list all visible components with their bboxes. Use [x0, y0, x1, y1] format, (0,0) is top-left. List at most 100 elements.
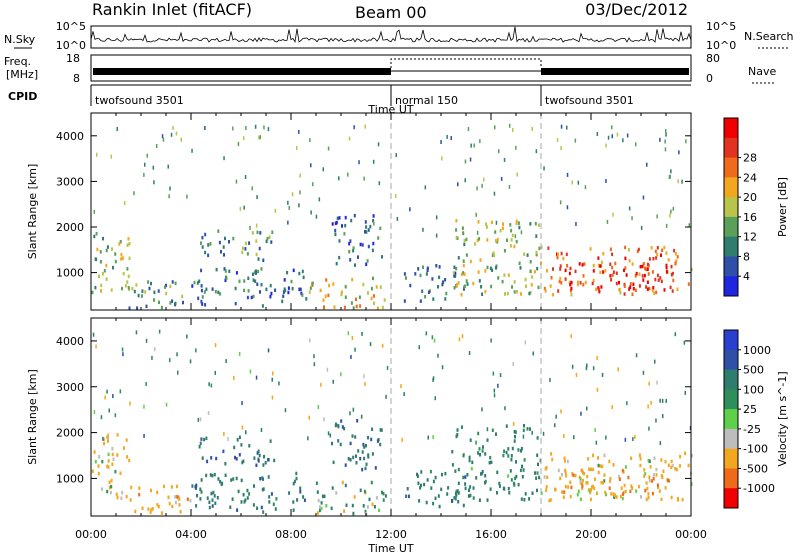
rti-cell — [528, 497, 531, 501]
rti-cell — [624, 266, 627, 270]
rti-cell — [313, 362, 316, 367]
rti-cell — [199, 487, 202, 491]
rti-cell — [597, 456, 599, 460]
rti-cell — [201, 456, 204, 460]
rti-cell — [396, 216, 399, 221]
rti-cell — [223, 156, 225, 161]
rti-cell — [603, 479, 606, 483]
rti-cell — [129, 498, 132, 502]
rti-cell — [601, 464, 604, 469]
rti-cell — [252, 278, 255, 282]
rti-cell — [545, 488, 548, 493]
rti-cell — [234, 455, 236, 460]
rti-cell — [171, 504, 174, 509]
rti-cell — [301, 269, 304, 274]
rti-cell — [477, 431, 480, 436]
rti-cell — [614, 493, 616, 497]
rti-cell — [612, 212, 614, 217]
rti-cell — [364, 466, 367, 471]
rti-cell — [560, 124, 563, 129]
rti-cell — [513, 244, 516, 249]
rti-cell — [249, 225, 251, 230]
rti-cell — [211, 287, 214, 291]
rti-cell — [463, 272, 466, 276]
rti-cell — [199, 497, 202, 501]
rti-cell — [489, 487, 492, 491]
rti-cell — [520, 230, 523, 235]
rti-cell — [509, 223, 512, 227]
colorbar-tick-label: -500 — [743, 462, 768, 475]
rti-cell — [554, 423, 556, 428]
rti-cell — [330, 506, 333, 511]
rti-cell — [112, 265, 114, 270]
rti-cell — [205, 473, 208, 478]
rti-cell — [518, 225, 521, 230]
y-tick-label: 1000 — [56, 267, 84, 280]
rti-cell — [491, 428, 494, 432]
rti-cell — [232, 236, 235, 241]
rti-cell — [150, 508, 153, 512]
rti-cell — [521, 464, 523, 469]
rti-cell — [299, 486, 302, 490]
rti-cell — [474, 242, 477, 246]
rti-cell — [645, 285, 648, 289]
rti-cell — [358, 160, 360, 165]
rti-cell — [403, 392, 405, 397]
rti-cell — [269, 439, 272, 443]
rti-cell — [630, 456, 633, 460]
rti-cell — [102, 236, 104, 241]
rti-cell — [656, 273, 659, 278]
rti-cell — [481, 469, 484, 474]
rti-cell — [649, 465, 652, 469]
rti-cell — [670, 465, 673, 470]
rti-cell — [112, 394, 114, 399]
rti-cell — [579, 480, 582, 484]
rti-cell — [355, 454, 357, 458]
rti-cell — [579, 281, 582, 285]
rti-cell — [623, 483, 626, 488]
rti-cell — [514, 430, 517, 434]
rti-cell — [560, 146, 562, 151]
rti-cell — [452, 271, 455, 275]
rti-cell — [175, 131, 178, 136]
rti-cell — [332, 379, 334, 384]
rti-cell — [189, 499, 192, 503]
rti-cell — [216, 496, 219, 500]
rti-cell — [570, 293, 573, 297]
rti-cell — [561, 490, 564, 494]
rti-cell — [486, 238, 489, 242]
rti-cell — [364, 509, 367, 514]
rti-cell — [559, 264, 562, 268]
rti-cell — [93, 209, 96, 214]
rti-cell — [642, 370, 645, 375]
rti-cell — [153, 290, 156, 295]
rti-cell — [602, 270, 605, 274]
rti-cell — [505, 424, 508, 428]
rti-cell — [535, 476, 538, 480]
nave-trace — [390, 58, 542, 68]
rti-cell — [647, 495, 650, 500]
rti-cell — [612, 492, 615, 496]
rti-cell — [246, 295, 249, 300]
rti-cell — [430, 486, 433, 490]
rti-cell — [648, 459, 651, 463]
rti-cell — [486, 438, 489, 442]
rti-cell — [536, 488, 538, 493]
rti-cell — [338, 216, 341, 220]
rti-cell — [241, 401, 243, 406]
rti-cell — [660, 474, 663, 478]
rti-cell — [267, 348, 270, 353]
rti-cell — [652, 285, 655, 290]
rti-cell — [426, 478, 429, 482]
rti-cell — [510, 238, 513, 242]
rti-cell — [621, 469, 624, 473]
rti-cell — [642, 278, 645, 282]
nave-tick-bottom: 0 — [706, 72, 713, 85]
rti-cell — [171, 299, 174, 303]
rti-cell — [581, 263, 584, 267]
rti-cell — [373, 221, 375, 226]
rti-cell — [299, 190, 301, 195]
rti-cell — [484, 479, 487, 484]
rti-cell — [223, 253, 225, 257]
rti-cell — [559, 200, 562, 205]
